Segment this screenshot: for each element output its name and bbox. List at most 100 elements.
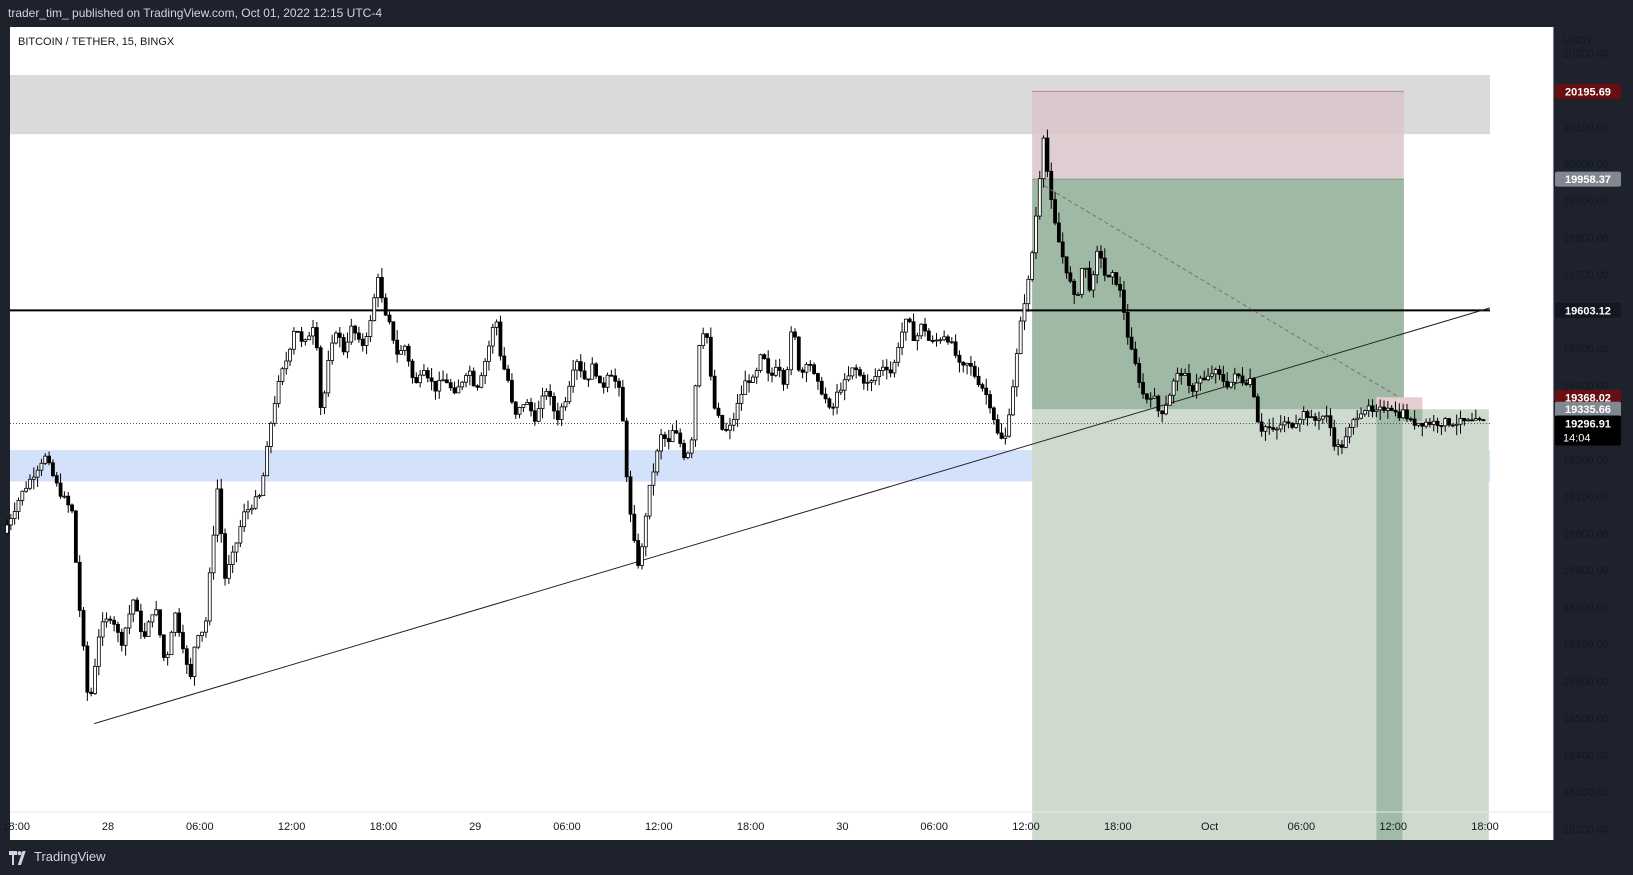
candle-body-up (919, 323, 924, 337)
candle (674, 420, 679, 435)
candle (651, 463, 656, 496)
candle (1095, 245, 1100, 284)
candle (108, 615, 113, 624)
candle (1382, 400, 1386, 414)
candle (1267, 418, 1272, 435)
candle (112, 616, 117, 632)
candle-body-down (582, 370, 587, 380)
candle-body-down (1405, 409, 1409, 420)
ascending-trendline (94, 307, 1491, 725)
candle-body-up (1359, 413, 1363, 419)
candle-body-down (705, 333, 709, 338)
candle-body-up (261, 475, 266, 497)
chart-title: BITCOIN / TETHER, 15, BINGX (18, 36, 175, 48)
candle (865, 374, 870, 391)
candle-body-up (364, 336, 369, 346)
candle-body-up (131, 599, 136, 615)
candle-body-up (1424, 421, 1428, 427)
candle (85, 641, 90, 701)
candle-body-down (158, 609, 162, 636)
candle-body-up (735, 402, 740, 420)
candle-body-up (456, 386, 461, 394)
price-badge-text: 19368.02 (1565, 392, 1611, 404)
candle (1122, 281, 1126, 321)
tradingview-logo-icon[interactable] (9, 851, 29, 865)
candle (1202, 370, 1207, 381)
currency-label: USDT (1563, 35, 1593, 47)
candle-body-down (318, 347, 323, 408)
candle-body-up (896, 347, 901, 363)
candle-body-up (62, 495, 67, 498)
candle (567, 380, 572, 405)
candle (1011, 379, 1015, 417)
candle-body-up (965, 362, 969, 366)
candle-body-down (957, 354, 962, 363)
candle (1068, 266, 1073, 284)
candle-body-up (127, 613, 132, 629)
candle-body-up (334, 332, 338, 344)
candle (418, 370, 423, 388)
candle-body-down (1156, 395, 1161, 412)
candle-body-up (647, 484, 652, 517)
candle (1099, 245, 1103, 269)
candle (858, 366, 862, 377)
candle (20, 490, 25, 506)
candle-body-up (563, 401, 568, 408)
candle-body-down (812, 364, 816, 374)
candle-body-down (177, 612, 182, 633)
candle (1056, 212, 1061, 243)
candle-body-up (728, 424, 732, 431)
candle (490, 323, 495, 354)
candle (66, 491, 71, 513)
candle (207, 567, 212, 626)
time-tick-label: Oct (1201, 821, 1218, 833)
candle-body-down (720, 414, 725, 430)
candle-body-up (1336, 444, 1341, 447)
candle (1443, 416, 1448, 432)
candle-body-up (1030, 252, 1035, 280)
candle (655, 448, 660, 476)
candle-body-down (988, 394, 992, 409)
candle-body-down (1202, 377, 1207, 381)
candle-body-down (70, 504, 74, 512)
candle-body-up (873, 376, 878, 381)
brand-name[interactable]: TradingView (34, 849, 106, 864)
candle (223, 528, 227, 586)
candle-body-down (823, 393, 828, 400)
candle-body-down (66, 495, 71, 506)
candle-body-down (1045, 137, 1050, 172)
candle (1064, 256, 1069, 279)
candle-body-down (800, 369, 805, 373)
candle (823, 387, 828, 404)
candle (1175, 367, 1180, 392)
candle (272, 395, 277, 427)
candle (161, 634, 166, 662)
candle-body-up (517, 406, 522, 415)
candle (578, 354, 583, 378)
price-badge: 19603.12 (1555, 302, 1621, 318)
time-scale[interactable]: 18:00 28 06:00 12:00 18:00 29 06:00 12:00 18:00 3… (2, 821, 1498, 833)
candle-body-up (1198, 377, 1203, 384)
candle-body-up (93, 665, 97, 695)
candle (372, 293, 377, 322)
candle (47, 451, 51, 466)
candle-body-down (58, 482, 63, 497)
candle-body-down (295, 330, 300, 333)
candle-body-up (1194, 382, 1199, 392)
candle (1347, 423, 1352, 444)
candle-body-down (1389, 407, 1394, 411)
candle (758, 353, 763, 373)
price-tick-label: 18300.00 (1563, 787, 1609, 799)
candle-body-down (1137, 363, 1142, 383)
candle (1286, 416, 1291, 429)
candle (1343, 427, 1348, 449)
candle-body-up (1076, 293, 1080, 296)
candle (456, 379, 461, 394)
candle-body-down (471, 370, 476, 387)
candle (969, 355, 973, 376)
time-tick-label: 06:00 (186, 821, 214, 833)
candle-body-up (146, 621, 151, 637)
candle (1007, 408, 1012, 438)
candle (1022, 294, 1027, 331)
